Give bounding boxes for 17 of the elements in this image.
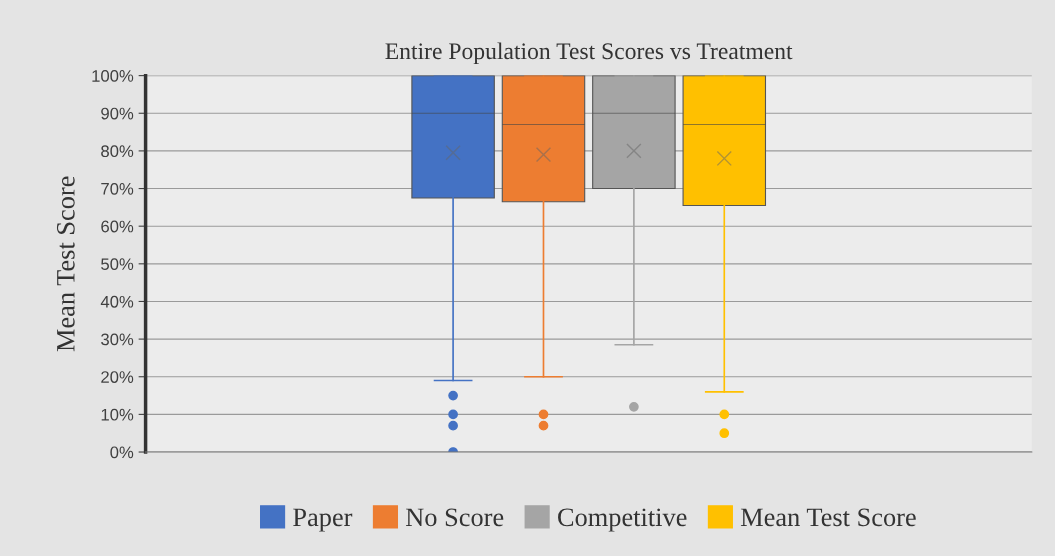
y-tick-label: 100% — [92, 70, 134, 82]
legend-label: Mean Test Score — [740, 508, 916, 527]
legend-label: Paper — [293, 508, 353, 532]
y-tick-label: 40% — [100, 295, 134, 308]
y-tick-label: 70% — [101, 182, 134, 195]
y-tick-label: 30% — [101, 333, 134, 346]
y-tick-label: 50% — [101, 258, 134, 271]
y-tick-label: 90% — [101, 107, 134, 120]
y-tick-label: 80% — [101, 145, 134, 158]
y-tick-label: 20% — [101, 371, 134, 383]
y-axis-title: Mean Test Score — [56, 176, 75, 352]
legend-label: No Score — [405, 508, 504, 527]
chart-title: Entire Population Test Scores vs Treatment — [385, 42, 793, 64]
y-tick-label: 10% — [101, 408, 134, 421]
y-tick-label: 0% — [110, 446, 134, 459]
y-tick-label: 60% — [101, 220, 134, 233]
legend-label: Competitive — [558, 508, 687, 532]
